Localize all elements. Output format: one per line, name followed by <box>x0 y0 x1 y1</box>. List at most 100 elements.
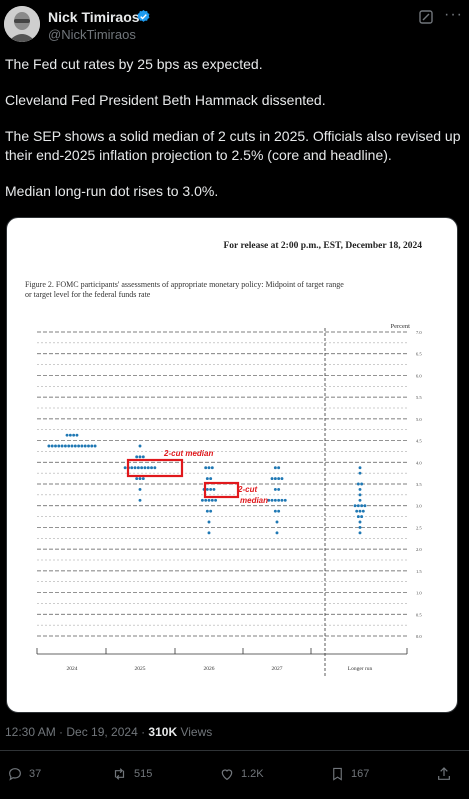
x-tick-label: 2026 <box>204 666 215 672</box>
dot-point <box>358 531 362 535</box>
bookmark-count: 167 <box>351 768 370 780</box>
y-tick-label: 3.0 <box>416 504 422 509</box>
dot-point <box>277 509 281 513</box>
dot-point <box>135 477 139 481</box>
dot-point <box>273 498 277 502</box>
dot-point <box>209 477 213 481</box>
dot-point <box>210 466 214 470</box>
action-bar: 37 515 1.2K 167 <box>0 760 469 790</box>
y-tick-label: 1.5 <box>416 569 422 574</box>
y-tick-label: 6.5 <box>416 352 422 357</box>
dot-point <box>353 504 357 508</box>
dot-plot-points <box>47 433 367 535</box>
dot-point <box>277 487 281 491</box>
tweet-meta: 12:30 AM · Dec 19, 2024 · 310K Views <box>5 725 212 739</box>
dot-point <box>207 498 211 502</box>
figure-title-line2: or target level for the federal funds ra… <box>25 290 151 299</box>
dot-point <box>205 487 209 491</box>
author-name[interactable]: Nick Timiraos <box>48 9 140 25</box>
y-tick-label: 5.5 <box>416 395 422 400</box>
y-tick-label: 2.0 <box>416 547 422 552</box>
dot-point <box>277 498 281 502</box>
dot-point <box>130 466 134 470</box>
dot-point <box>87 444 90 448</box>
y-tick-label: 3.5 <box>416 482 422 487</box>
like-button[interactable]: 1.2K <box>219 764 264 784</box>
dot-point <box>140 466 144 470</box>
grok-icon[interactable] <box>419 10 433 29</box>
author-handle[interactable]: @NickTimiraos <box>48 27 136 42</box>
dot-point <box>277 466 281 470</box>
dot-point <box>138 487 142 491</box>
dot-point <box>209 487 213 491</box>
dot-point <box>363 504 367 508</box>
dot-point <box>207 531 211 535</box>
dot-point <box>57 444 61 448</box>
dot-point <box>360 504 364 508</box>
repost-button[interactable]: 515 <box>111 764 152 784</box>
dot-point <box>141 455 145 459</box>
y-tick-label: 6.0 <box>416 373 422 378</box>
dot-point <box>150 466 153 470</box>
dot-point <box>207 466 211 470</box>
bookmark-button[interactable]: 167 <box>330 764 369 784</box>
release-line: For release at 2:00 p.m., EST, December … <box>224 241 423 251</box>
dot-point <box>90 444 94 448</box>
dot-point <box>135 455 139 459</box>
dot-point <box>273 477 277 481</box>
dot-point <box>83 444 87 448</box>
timestamp[interactable]: 12:30 AM · Dec 19, 2024 · <box>5 725 149 739</box>
dot-point <box>360 482 364 486</box>
dot-point <box>70 444 74 448</box>
dot-point <box>153 466 157 470</box>
x-tick-label: Longer run <box>348 666 373 672</box>
dot-point <box>358 509 362 513</box>
dot-point <box>356 504 360 508</box>
reply-icon <box>9 768 21 781</box>
dot-point <box>123 466 127 470</box>
dot-point <box>210 498 214 502</box>
dot-point <box>73 444 77 448</box>
x-tick-label: 2025 <box>135 666 146 672</box>
dot-point <box>361 509 365 513</box>
x-tick-label: 2027 <box>272 666 283 672</box>
dot-point <box>60 444 64 448</box>
dot-point <box>136 466 140 470</box>
dot-point <box>209 509 213 513</box>
dot-point <box>358 525 362 529</box>
y-tick-label: 0.5 <box>416 612 422 617</box>
dot-point <box>267 498 271 502</box>
dot-point <box>270 498 274 502</box>
share-button[interactable] <box>436 764 452 784</box>
dot-point <box>358 471 362 475</box>
dot-point <box>93 444 97 448</box>
y-tick-label: 5.0 <box>416 417 422 422</box>
repost-icon <box>114 768 125 780</box>
dot-point <box>214 498 218 502</box>
reply-count: 37 <box>29 768 42 780</box>
figure-title: Figure 2. FOMC participants' assessments… <box>25 280 344 289</box>
dot-point <box>207 520 211 524</box>
y-tick-label: 0.0 <box>416 634 422 639</box>
dot-point <box>275 520 279 524</box>
y-tick-label: 4.5 <box>416 439 422 444</box>
chart-grid <box>37 331 407 637</box>
y-tick-label: 1.0 <box>416 591 422 596</box>
reply-button[interactable]: 37 <box>7 764 41 784</box>
dot-point <box>283 498 287 502</box>
dot-point <box>280 477 284 481</box>
tweet-paragraph: The SEP shows a solid median of 2 cuts i… <box>5 128 461 163</box>
tweet-paragraph: Cleveland Fed President Beth Hammack dis… <box>5 92 326 108</box>
tweet-text: The Fed cut rates by 25 bps as expected.… <box>5 55 463 218</box>
like-count: 1.2K <box>241 768 264 780</box>
more-options-icon[interactable]: ··· <box>444 6 463 23</box>
dot-point <box>356 515 360 519</box>
y-tick-label: 2.5 <box>416 525 422 530</box>
dot-point <box>275 531 279 535</box>
tweet-image[interactable]: For release at 2:00 p.m., EST, December … <box>6 217 458 713</box>
dot-point <box>273 487 277 491</box>
dot-point <box>54 444 57 448</box>
dot-point <box>358 520 362 524</box>
highlight-box-2026 <box>203 481 240 499</box>
avatar[interactable] <box>4 6 40 42</box>
